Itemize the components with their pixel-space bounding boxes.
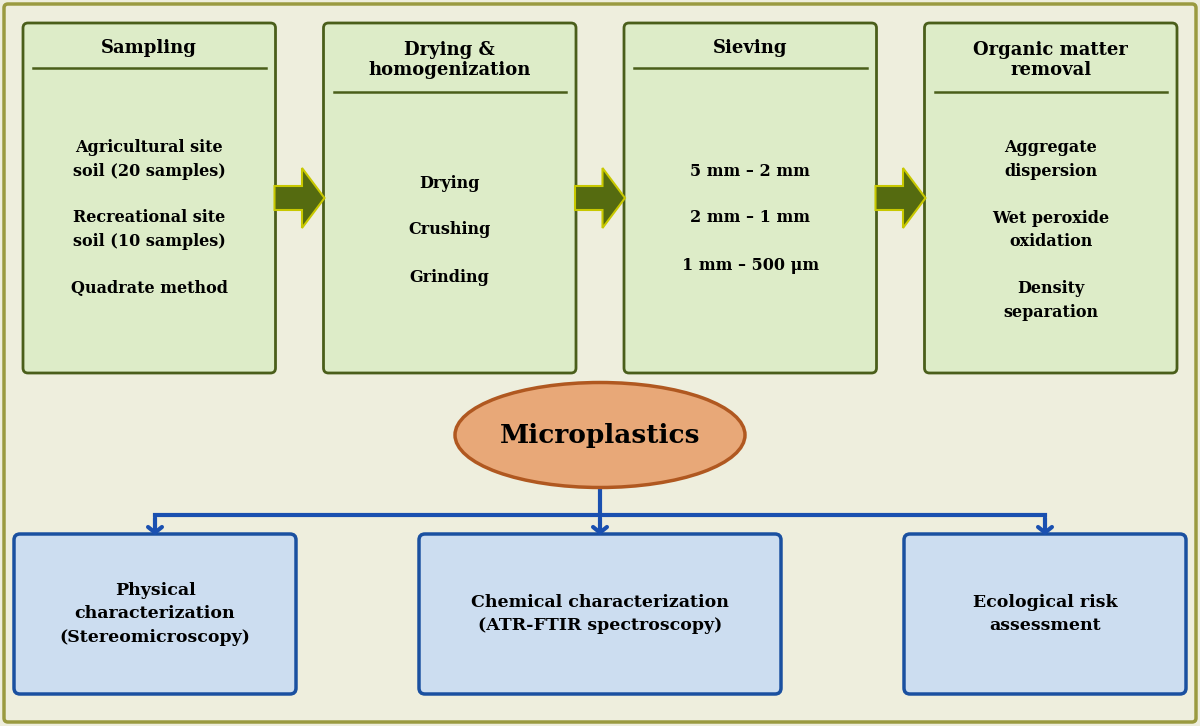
FancyBboxPatch shape [4, 4, 1196, 722]
Text: Drying

Crushing

Grinding: Drying Crushing Grinding [408, 174, 491, 285]
FancyBboxPatch shape [324, 23, 576, 373]
Text: Microplastics: Microplastics [499, 423, 701, 447]
Text: Agricultural site
soil (20 samples)

Recreational site
soil (10 samples)

Quadra: Agricultural site soil (20 samples) Recr… [71, 139, 228, 297]
Text: Drying &
homogenization: Drying & homogenization [368, 41, 530, 79]
FancyBboxPatch shape [904, 534, 1186, 694]
FancyBboxPatch shape [419, 534, 781, 694]
Text: Sieving: Sieving [713, 39, 787, 57]
Ellipse shape [455, 383, 745, 487]
Polygon shape [275, 168, 324, 228]
Text: Physical
characterization
(Stereomicroscopy): Physical characterization (Stereomicrosc… [60, 582, 251, 646]
Text: Chemical characterization
(ATR-FTIR spectroscopy): Chemical characterization (ATR-FTIR spec… [472, 594, 728, 635]
FancyBboxPatch shape [14, 534, 296, 694]
FancyBboxPatch shape [924, 23, 1177, 373]
Text: Organic matter
removal: Organic matter removal [973, 41, 1128, 79]
FancyBboxPatch shape [624, 23, 876, 373]
Polygon shape [575, 168, 625, 228]
Polygon shape [876, 168, 925, 228]
Text: 5 mm – 2 mm

2 mm – 1 mm

1 mm – 500 μm: 5 mm – 2 mm 2 mm – 1 mm 1 mm – 500 μm [682, 163, 818, 274]
Text: Ecological risk
assessment: Ecological risk assessment [973, 594, 1117, 635]
FancyBboxPatch shape [23, 23, 276, 373]
Text: Sampling: Sampling [101, 39, 197, 57]
Text: Aggregate
dispersion

Wet peroxide
oxidation

Density
separation: Aggregate dispersion Wet peroxide oxidat… [992, 139, 1109, 321]
